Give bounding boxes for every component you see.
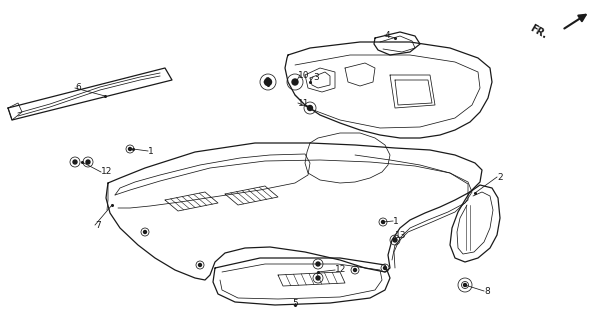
Text: FR.: FR. bbox=[529, 23, 549, 41]
Circle shape bbox=[73, 160, 77, 164]
Circle shape bbox=[382, 220, 385, 223]
Circle shape bbox=[199, 263, 202, 267]
Circle shape bbox=[464, 284, 467, 286]
Text: 6: 6 bbox=[75, 84, 81, 92]
Circle shape bbox=[264, 78, 272, 85]
Circle shape bbox=[316, 262, 320, 266]
Circle shape bbox=[143, 230, 146, 234]
Text: 12: 12 bbox=[101, 167, 113, 177]
Text: 4: 4 bbox=[385, 30, 391, 39]
Circle shape bbox=[308, 106, 312, 110]
Text: 2: 2 bbox=[497, 172, 503, 181]
Circle shape bbox=[128, 148, 131, 150]
Text: 3: 3 bbox=[313, 73, 318, 82]
Circle shape bbox=[393, 238, 397, 242]
Text: 1: 1 bbox=[393, 217, 399, 226]
Text: 13: 13 bbox=[395, 231, 406, 241]
Text: 7: 7 bbox=[95, 220, 101, 229]
Text: 8: 8 bbox=[484, 286, 490, 295]
Circle shape bbox=[383, 267, 386, 269]
Text: 9: 9 bbox=[264, 77, 270, 86]
Text: 5: 5 bbox=[292, 299, 298, 308]
Circle shape bbox=[316, 276, 320, 280]
Circle shape bbox=[292, 79, 298, 85]
Text: 12: 12 bbox=[335, 266, 346, 275]
Text: 11: 11 bbox=[298, 99, 309, 108]
Circle shape bbox=[353, 268, 356, 271]
Text: 1: 1 bbox=[148, 147, 154, 156]
Circle shape bbox=[86, 160, 90, 164]
Text: 10: 10 bbox=[298, 70, 309, 79]
